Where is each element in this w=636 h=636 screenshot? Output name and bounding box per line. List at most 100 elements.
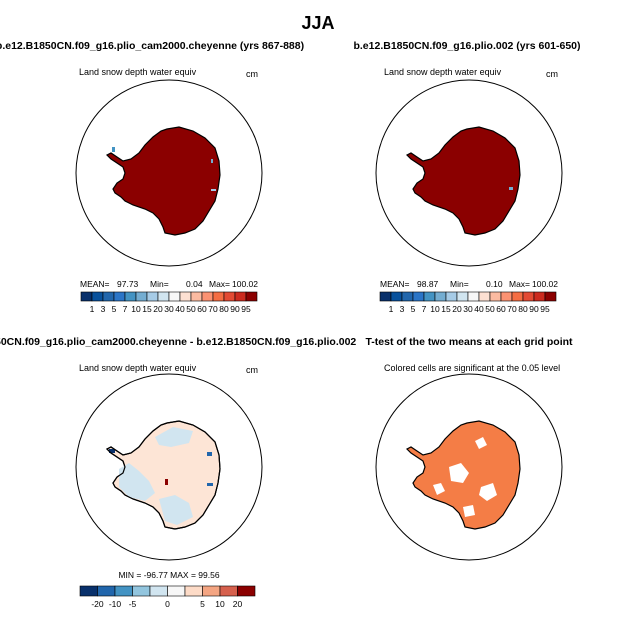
colorbar-2-swatch — [445, 291, 458, 302]
colorbar-1-swatch — [245, 291, 258, 302]
colorbar-1-tick-label: 50 — [186, 304, 196, 314]
colorbar-2-tick-label: 1 — [389, 304, 394, 314]
colorbar-1-swatch — [168, 291, 181, 302]
colorbar-3-swatch — [79, 585, 98, 597]
colorbar-2-tick-label: 3 — [400, 304, 405, 314]
panel-2-title: b.e12.B1850CN.f09_g16.plio.002 (yrs 601-… — [353, 40, 580, 52]
panel-3-title: B1850CN.f09_g16.plio_cam2000.cheyenne - … — [0, 336, 356, 348]
colorbar-3-swatch — [219, 585, 238, 597]
panel-3-strong-positive — [165, 479, 168, 485]
colorbar-2-tick-label: 15 — [441, 304, 451, 314]
panel-2-mean-label: MEAN= — [380, 279, 410, 289]
panel-1-colorbar: 1 3 5 7 10 15 20 30 40 50 60 70 80 90 95 — [80, 291, 258, 314]
colorbar-1-swatch — [157, 291, 170, 302]
colorbar-2-swatch — [401, 291, 414, 302]
panel-3-variable: Land snow depth water equiv — [79, 363, 197, 373]
panel-1-variable: Land snow depth water equiv — [79, 67, 197, 77]
colorbar-2-tick-label: 90 — [529, 304, 539, 314]
colorbar-3-tick-label: -10 — [109, 599, 122, 609]
panel-3-strong-negative — [207, 483, 213, 486]
colorbar-2-swatch — [467, 291, 480, 302]
panel-2-antarctica — [406, 126, 521, 236]
panel-1-mean-value: 97.73 — [117, 279, 139, 289]
colorbar-3-swatch — [149, 585, 168, 597]
panel-2-low-cell — [509, 187, 513, 190]
panel-1-low-cell — [211, 159, 213, 163]
panel-3-units: cm — [246, 365, 258, 375]
panel-1-min-label: Min= — [150, 279, 169, 289]
panel-2-units: cm — [546, 69, 558, 79]
colorbar-1-tick-label: 30 — [164, 304, 174, 314]
colorbar-1-swatch — [190, 291, 203, 302]
panel-1-low-cell — [211, 189, 216, 191]
colorbar-3-tick-label: 5 — [200, 599, 205, 609]
colorbar-2-tick-label: 80 — [518, 304, 528, 314]
colorbar-1-swatch — [146, 291, 159, 302]
colorbar-3-tick-label: -20 — [91, 599, 104, 609]
colorbar-3-tick-label: -5 — [129, 599, 137, 609]
colorbar-2-swatch — [379, 291, 392, 302]
colorbar-1-tick-label: 15 — [142, 304, 152, 314]
panel-1-max-value: 100.02 — [232, 279, 258, 289]
panel-2-variable: Land snow depth water equiv — [384, 67, 502, 77]
colorbar-1-tick-label: 3 — [101, 304, 106, 314]
colorbar-2-swatch — [533, 291, 546, 302]
colorbar-1-tick-label: 90 — [230, 304, 240, 314]
panel-3-antarctica — [106, 420, 221, 530]
colorbar-3-swatch — [184, 585, 203, 597]
colorbar-3-swatch — [97, 585, 116, 597]
colorbar-3-swatch — [114, 585, 133, 597]
panel-3: B1850CN.f09_g16.plio_cam2000.cheyenne - … — [0, 336, 356, 609]
colorbar-1-tick-label: 5 — [112, 304, 117, 314]
colorbar-1-swatch — [80, 291, 93, 302]
colorbar-1-swatch — [102, 291, 115, 302]
colorbar-1-swatch — [179, 291, 192, 302]
colorbar-3-tick-label: 20 — [233, 599, 243, 609]
colorbar-2-tick-label: 70 — [507, 304, 517, 314]
colorbar-3-swatch — [132, 585, 151, 597]
colorbar-2-swatch — [456, 291, 469, 302]
colorbar-1-tick-label: 7 — [123, 304, 128, 314]
panel-4-insignificant-gap — [433, 483, 445, 495]
colorbar-1-swatch — [234, 291, 247, 302]
figure-title: JJA — [301, 13, 334, 33]
panel-1: b.e12.B1850CN.f09_g16.plio_cam2000.cheye… — [0, 40, 304, 314]
colorbar-1-swatch — [223, 291, 236, 302]
panel-3-negative-area — [159, 495, 193, 525]
panel-3-stats: MIN = -96.77 MAX = 99.56 — [118, 570, 219, 580]
colorbar-2-swatch — [423, 291, 436, 302]
panel-2-max-label: Max= — [509, 279, 530, 289]
colorbar-2-swatch — [544, 291, 557, 302]
panel-3-negative-area — [155, 427, 193, 447]
panel-3-colorbar: -20 -10 -5 0 5 10 20 — [79, 585, 256, 609]
colorbar-2-tick-label: 95 — [540, 304, 550, 314]
colorbar-1-swatch — [212, 291, 225, 302]
colorbar-3-swatch — [167, 585, 186, 597]
panel-4-insignificant-gap — [449, 463, 469, 483]
colorbar-2-tick-label: 7 — [422, 304, 427, 314]
colorbar-1-swatch — [135, 291, 148, 302]
panel-4-insignificant-gap — [479, 483, 497, 501]
colorbar-2-swatch — [412, 291, 425, 302]
panel-2-min-label: Min= — [450, 279, 469, 289]
colorbar-1-tick-label: 1 — [90, 304, 95, 314]
colorbar-2-swatch — [478, 291, 491, 302]
panel-1-min-value: 0.04 — [186, 279, 203, 289]
colorbar-3-swatch — [202, 585, 221, 597]
colorbar-3-tick-label: 10 — [215, 599, 225, 609]
colorbar-1-swatch — [113, 291, 126, 302]
panel-1-max-label: Max= — [209, 279, 230, 289]
panel-4-insignificant-gap — [463, 505, 475, 517]
panel-4-variable: Colored cells are significant at the 0.0… — [384, 363, 560, 373]
colorbar-1-tick-label: 80 — [219, 304, 229, 314]
panel-2-colorbar: 1 3 5 7 10 15 20 30 40 50 60 70 80 90 95 — [379, 291, 557, 314]
colorbar-1-tick-label: 40 — [175, 304, 185, 314]
colorbar-2-swatch — [500, 291, 513, 302]
colorbar-2-tick-label: 10 — [430, 304, 440, 314]
colorbar-1-tick-label: 60 — [197, 304, 207, 314]
colorbar-3-swatch — [237, 585, 256, 597]
panel-2-mean-value: 98.87 — [417, 279, 439, 289]
panel-4-antarctica — [406, 420, 521, 530]
panel-3-negative-area — [119, 463, 155, 501]
